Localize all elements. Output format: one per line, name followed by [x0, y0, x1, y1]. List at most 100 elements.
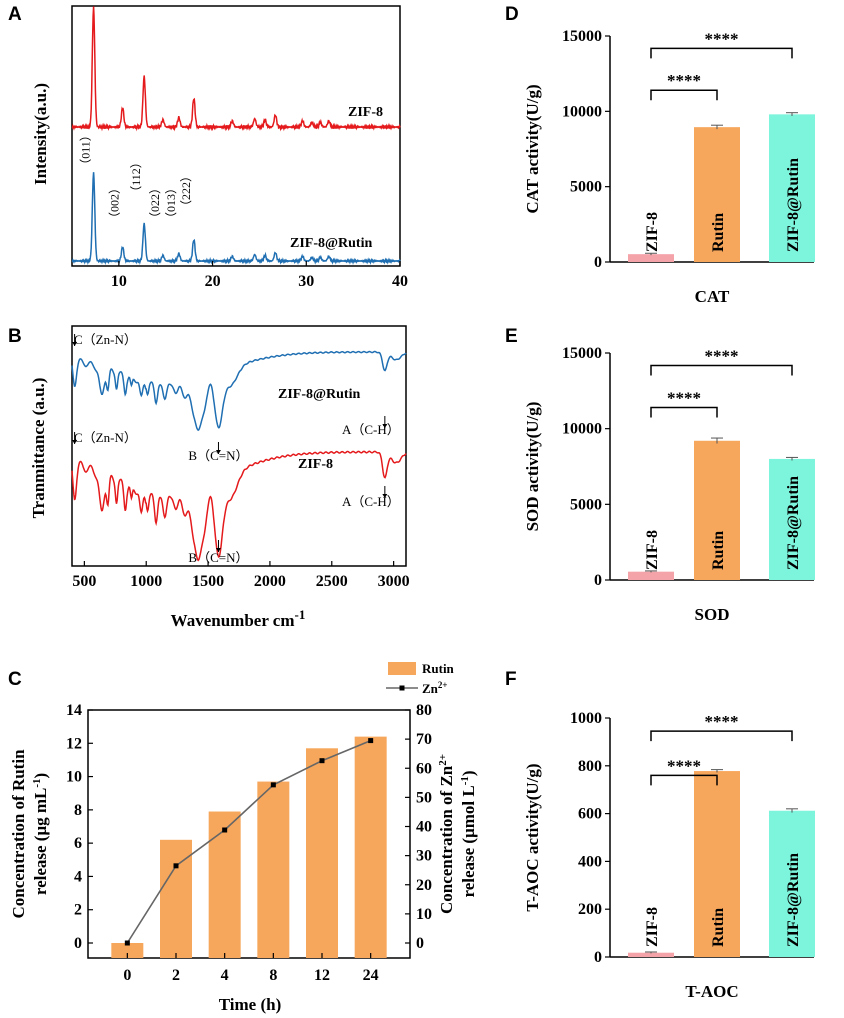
x-tick-label: 0 [123, 967, 131, 984]
annotation-label: A（C-H） [342, 494, 400, 509]
bar-category-label: ZIF-8 [644, 212, 661, 252]
release-bar [160, 839, 192, 958]
annotation-arrowhead [382, 494, 388, 498]
series-label-zif8-rutin: ZIF-8@Rutin [278, 387, 360, 402]
significance-bracket [650, 47, 793, 59]
bar-category-label: ZIF-8 [644, 907, 661, 947]
y-tick-label: 8 [74, 802, 82, 819]
y-axis-label: SOD activity(U/g) [523, 402, 542, 532]
x-axis-label: T-AOC [685, 982, 738, 1001]
activity-bar [694, 771, 740, 957]
y-tick-label: 600 [578, 806, 602, 823]
significance-bracket [650, 730, 793, 742]
release-bar [257, 781, 290, 958]
y-right-tick-label: 10 [416, 906, 432, 923]
zn-release-point [368, 738, 374, 744]
peak-label: （022） [148, 182, 162, 224]
x-tick-label: 4 [221, 967, 229, 984]
y-right-axis-label-c-line1: Concentration of Zn2+ [437, 754, 456, 914]
x-tick-label: 12 [314, 967, 330, 984]
panel-label-b: B [8, 326, 22, 347]
chart-e-sod: 0 5000 10000 15000 ZIF-8 Rutin ZIF-8@Rutin ****… [523, 345, 815, 624]
activity-bar [628, 571, 674, 580]
y-tick-label: 15000 [562, 28, 602, 45]
y-tick-label: 14 [66, 702, 82, 719]
zn-release-point [319, 758, 325, 764]
zn-release-line [126, 739, 372, 944]
significance-bracket [650, 774, 718, 786]
peak-label: （222） [179, 170, 193, 212]
significance-label: **** [667, 756, 701, 775]
bar-category-label: ZIF-8@Rutin [785, 158, 802, 252]
y-tick-label: 1000 [570, 710, 602, 727]
release-bar [354, 736, 387, 958]
x-tick-label: 3000 [378, 573, 410, 590]
activity-bar [628, 254, 674, 262]
bar-category-label: Rutin [710, 908, 727, 947]
x-tick-label: 1500 [192, 573, 224, 590]
y-tick-label: 10000 [562, 421, 602, 438]
significance-bracket [650, 364, 793, 376]
release-bar [208, 811, 241, 958]
significance-label: **** [667, 388, 701, 407]
y-right-tick-label: 80 [416, 702, 432, 719]
annotation-label: A（C-H） [342, 422, 400, 437]
xrd-line-zif-8-rutin [71, 172, 401, 266]
panel-label-f: F [505, 669, 517, 690]
plot-frame-a [71, 5, 401, 267]
activity-bar [769, 458, 815, 580]
legend-label-zn: Zn2+ [422, 680, 448, 696]
x-tick-label: 40 [392, 273, 408, 290]
x-axis-label: SOD [695, 605, 730, 624]
y-axis-label-a: Intensity(a.u.) [31, 83, 50, 185]
x-tick-label: 1000 [130, 573, 162, 590]
significance-label: **** [705, 712, 739, 731]
y-right-tick-label: 60 [416, 760, 432, 777]
y-tick-label: 10 [66, 769, 82, 786]
y-tick-label: 0 [594, 254, 602, 271]
bar-category-label: ZIF-8@Rutin [785, 853, 802, 947]
y-tick-label: 0 [74, 935, 82, 952]
x-tick-label: 10 [111, 273, 127, 290]
y-right-tick-label: 20 [416, 877, 432, 894]
ftir-line-zif8-rutin [71, 350, 407, 432]
y-right-axis-label-c-line2: release (μmol L-1) [459, 770, 478, 897]
activity-bar [694, 440, 740, 580]
y-axis-label-c-line1: Concentration of Rutin [9, 749, 28, 919]
annotation-arrowhead [215, 548, 221, 552]
activity-bar [694, 127, 740, 262]
x-tick-label: 24 [363, 967, 379, 984]
x-axis-label: CAT [695, 287, 730, 306]
bar-category-label: Rutin [710, 213, 727, 252]
series-label-zif8-rutin: ZIF-8@Rutin [290, 236, 372, 251]
x-axis-label-c: Time (h) [219, 995, 282, 1014]
y-tick-label: 2 [74, 902, 82, 919]
annotation-arrowhead [215, 450, 221, 454]
x-axis-label-b: Wavenumber cm-1 [171, 607, 306, 631]
series-label-zif8: ZIF-8 [298, 457, 333, 472]
annotation-arrowhead [382, 424, 388, 428]
panel-label-d: D [505, 4, 519, 25]
y-tick-label: 5000 [570, 496, 602, 513]
y-tick-label: 5000 [570, 179, 602, 196]
zn-release-point [222, 827, 228, 833]
chart-b-ftir: ZIF-8@Rutin ZIF-8 C（Zn-N） B（C=N） A（C-H） C（Zn-… [29, 325, 410, 631]
x-tick-label: 2 [172, 967, 180, 984]
x-tick-label: 500 [72, 573, 96, 590]
y-tick-label: 4 [74, 868, 82, 885]
chart-d-cat: 0 5000 10000 15000 ZIF-8 Rutin ZIF-8@Rutin ****… [523, 28, 815, 306]
annotation-label: C（Zn-N） [74, 332, 137, 347]
zn-release-point [124, 940, 130, 946]
y-tick-label: 12 [66, 735, 82, 752]
x-tick-label: 20 [205, 273, 221, 290]
significance-bracket [650, 89, 718, 101]
x-tick-label: 8 [269, 967, 277, 984]
activity-bar [769, 114, 815, 262]
peak-label: （002） [108, 182, 122, 224]
activity-bar [769, 810, 815, 957]
annotation-arrowhead [72, 440, 78, 444]
y-tick-label: 15000 [562, 345, 602, 362]
peak-label: （011） [79, 129, 93, 171]
y-tick-label: 400 [578, 853, 602, 870]
